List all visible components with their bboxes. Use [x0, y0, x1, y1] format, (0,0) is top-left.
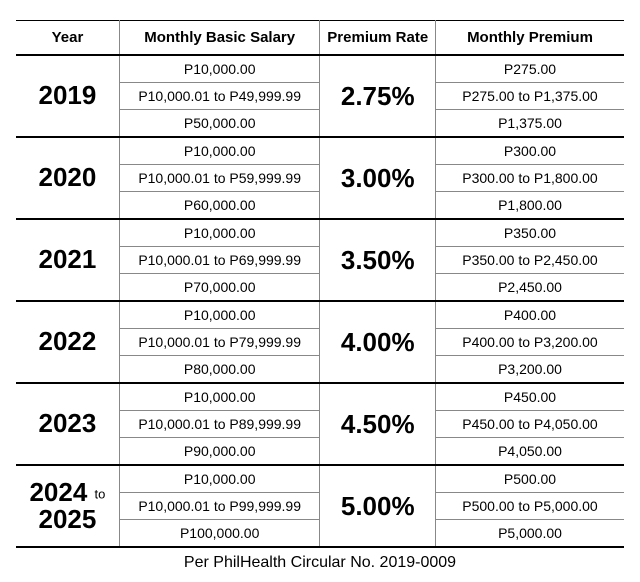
rate-cell: 4.50% [320, 383, 436, 465]
salary-cell: P10,000.01 to P69,999.99 [119, 247, 320, 274]
premium-cell: P450.00 [436, 383, 625, 411]
premium-cell: P450.00 to P4,050.00 [436, 411, 625, 438]
salary-cell: P10,000.01 to P89,999.99 [119, 411, 320, 438]
premium-table: Year Monthly Basic Salary Premium Rate M… [16, 20, 624, 548]
table-row: 2020P10,000.003.00%P300.00 [16, 137, 624, 165]
rate-cell: 4.00% [320, 301, 436, 383]
rate-cell: 5.00% [320, 465, 436, 547]
premium-cell: P275.00 to P1,375.00 [436, 83, 625, 110]
salary-cell: P70,000.00 [119, 274, 320, 302]
col-salary: Monthly Basic Salary [119, 21, 320, 56]
premium-cell: P1,800.00 [436, 192, 625, 220]
premium-cell: P300.00 [436, 137, 625, 165]
premium-cell: P500.00 to P5,000.00 [436, 493, 625, 520]
table-row: 2024 to2025P10,000.005.00%P500.00 [16, 465, 624, 493]
salary-cell: P10,000.01 to P49,999.99 [119, 83, 320, 110]
col-premium: Monthly Premium [436, 21, 625, 56]
premium-cell: P300.00 to P1,800.00 [436, 165, 625, 192]
year-cell: 2022 [16, 301, 119, 383]
salary-cell: P10,000.00 [119, 219, 320, 247]
premium-cell: P2,450.00 [436, 274, 625, 302]
col-rate: Premium Rate [320, 21, 436, 56]
footnote: Per PhilHealth Circular No. 2019-0009 [16, 554, 624, 572]
rate-cell: 2.75% [320, 55, 436, 137]
premium-cell: P400.00 [436, 301, 625, 329]
premium-cell: P400.00 to P3,200.00 [436, 329, 625, 356]
premium-cell: P1,375.00 [436, 110, 625, 138]
table-row: 2021P10,000.003.50%P350.00 [16, 219, 624, 247]
rate-cell: 3.00% [320, 137, 436, 219]
premium-cell: P275.00 [436, 55, 625, 83]
year-cell: 2021 [16, 219, 119, 301]
salary-cell: P50,000.00 [119, 110, 320, 138]
table-row: 2019P10,000.002.75%P275.00 [16, 55, 624, 83]
table-row: 2022P10,000.004.00%P400.00 [16, 301, 624, 329]
salary-cell: P10,000.01 to P59,999.99 [119, 165, 320, 192]
salary-cell: P10,000.00 [119, 301, 320, 329]
salary-cell: P10,000.00 [119, 465, 320, 493]
premium-cell: P350.00 [436, 219, 625, 247]
salary-cell: P90,000.00 [119, 438, 320, 466]
salary-cell: P10,000.00 [119, 55, 320, 83]
salary-cell: P10,000.01 to P99,999.99 [119, 493, 320, 520]
premium-cell: P5,000.00 [436, 520, 625, 548]
premium-cell: P500.00 [436, 465, 625, 493]
year-cell: 2024 to2025 [16, 465, 119, 547]
rate-cell: 3.50% [320, 219, 436, 301]
year-cell: 2019 [16, 55, 119, 137]
premium-cell: P3,200.00 [436, 356, 625, 384]
salary-cell: P10,000.00 [119, 383, 320, 411]
premium-cell: P350.00 to P2,450.00 [436, 247, 625, 274]
salary-cell: P10,000.00 [119, 137, 320, 165]
salary-cell: P80,000.00 [119, 356, 320, 384]
premium-cell: P4,050.00 [436, 438, 625, 466]
salary-cell: P10,000.01 to P79,999.99 [119, 329, 320, 356]
header-row: Year Monthly Basic Salary Premium Rate M… [16, 21, 624, 56]
table-row: 2023P10,000.004.50%P450.00 [16, 383, 624, 411]
year-cell: 2023 [16, 383, 119, 465]
year-cell: 2020 [16, 137, 119, 219]
col-year: Year [16, 21, 119, 56]
salary-cell: P100,000.00 [119, 520, 320, 548]
premium-table-container: Year Monthly Basic Salary Premium Rate M… [16, 20, 624, 572]
salary-cell: P60,000.00 [119, 192, 320, 220]
